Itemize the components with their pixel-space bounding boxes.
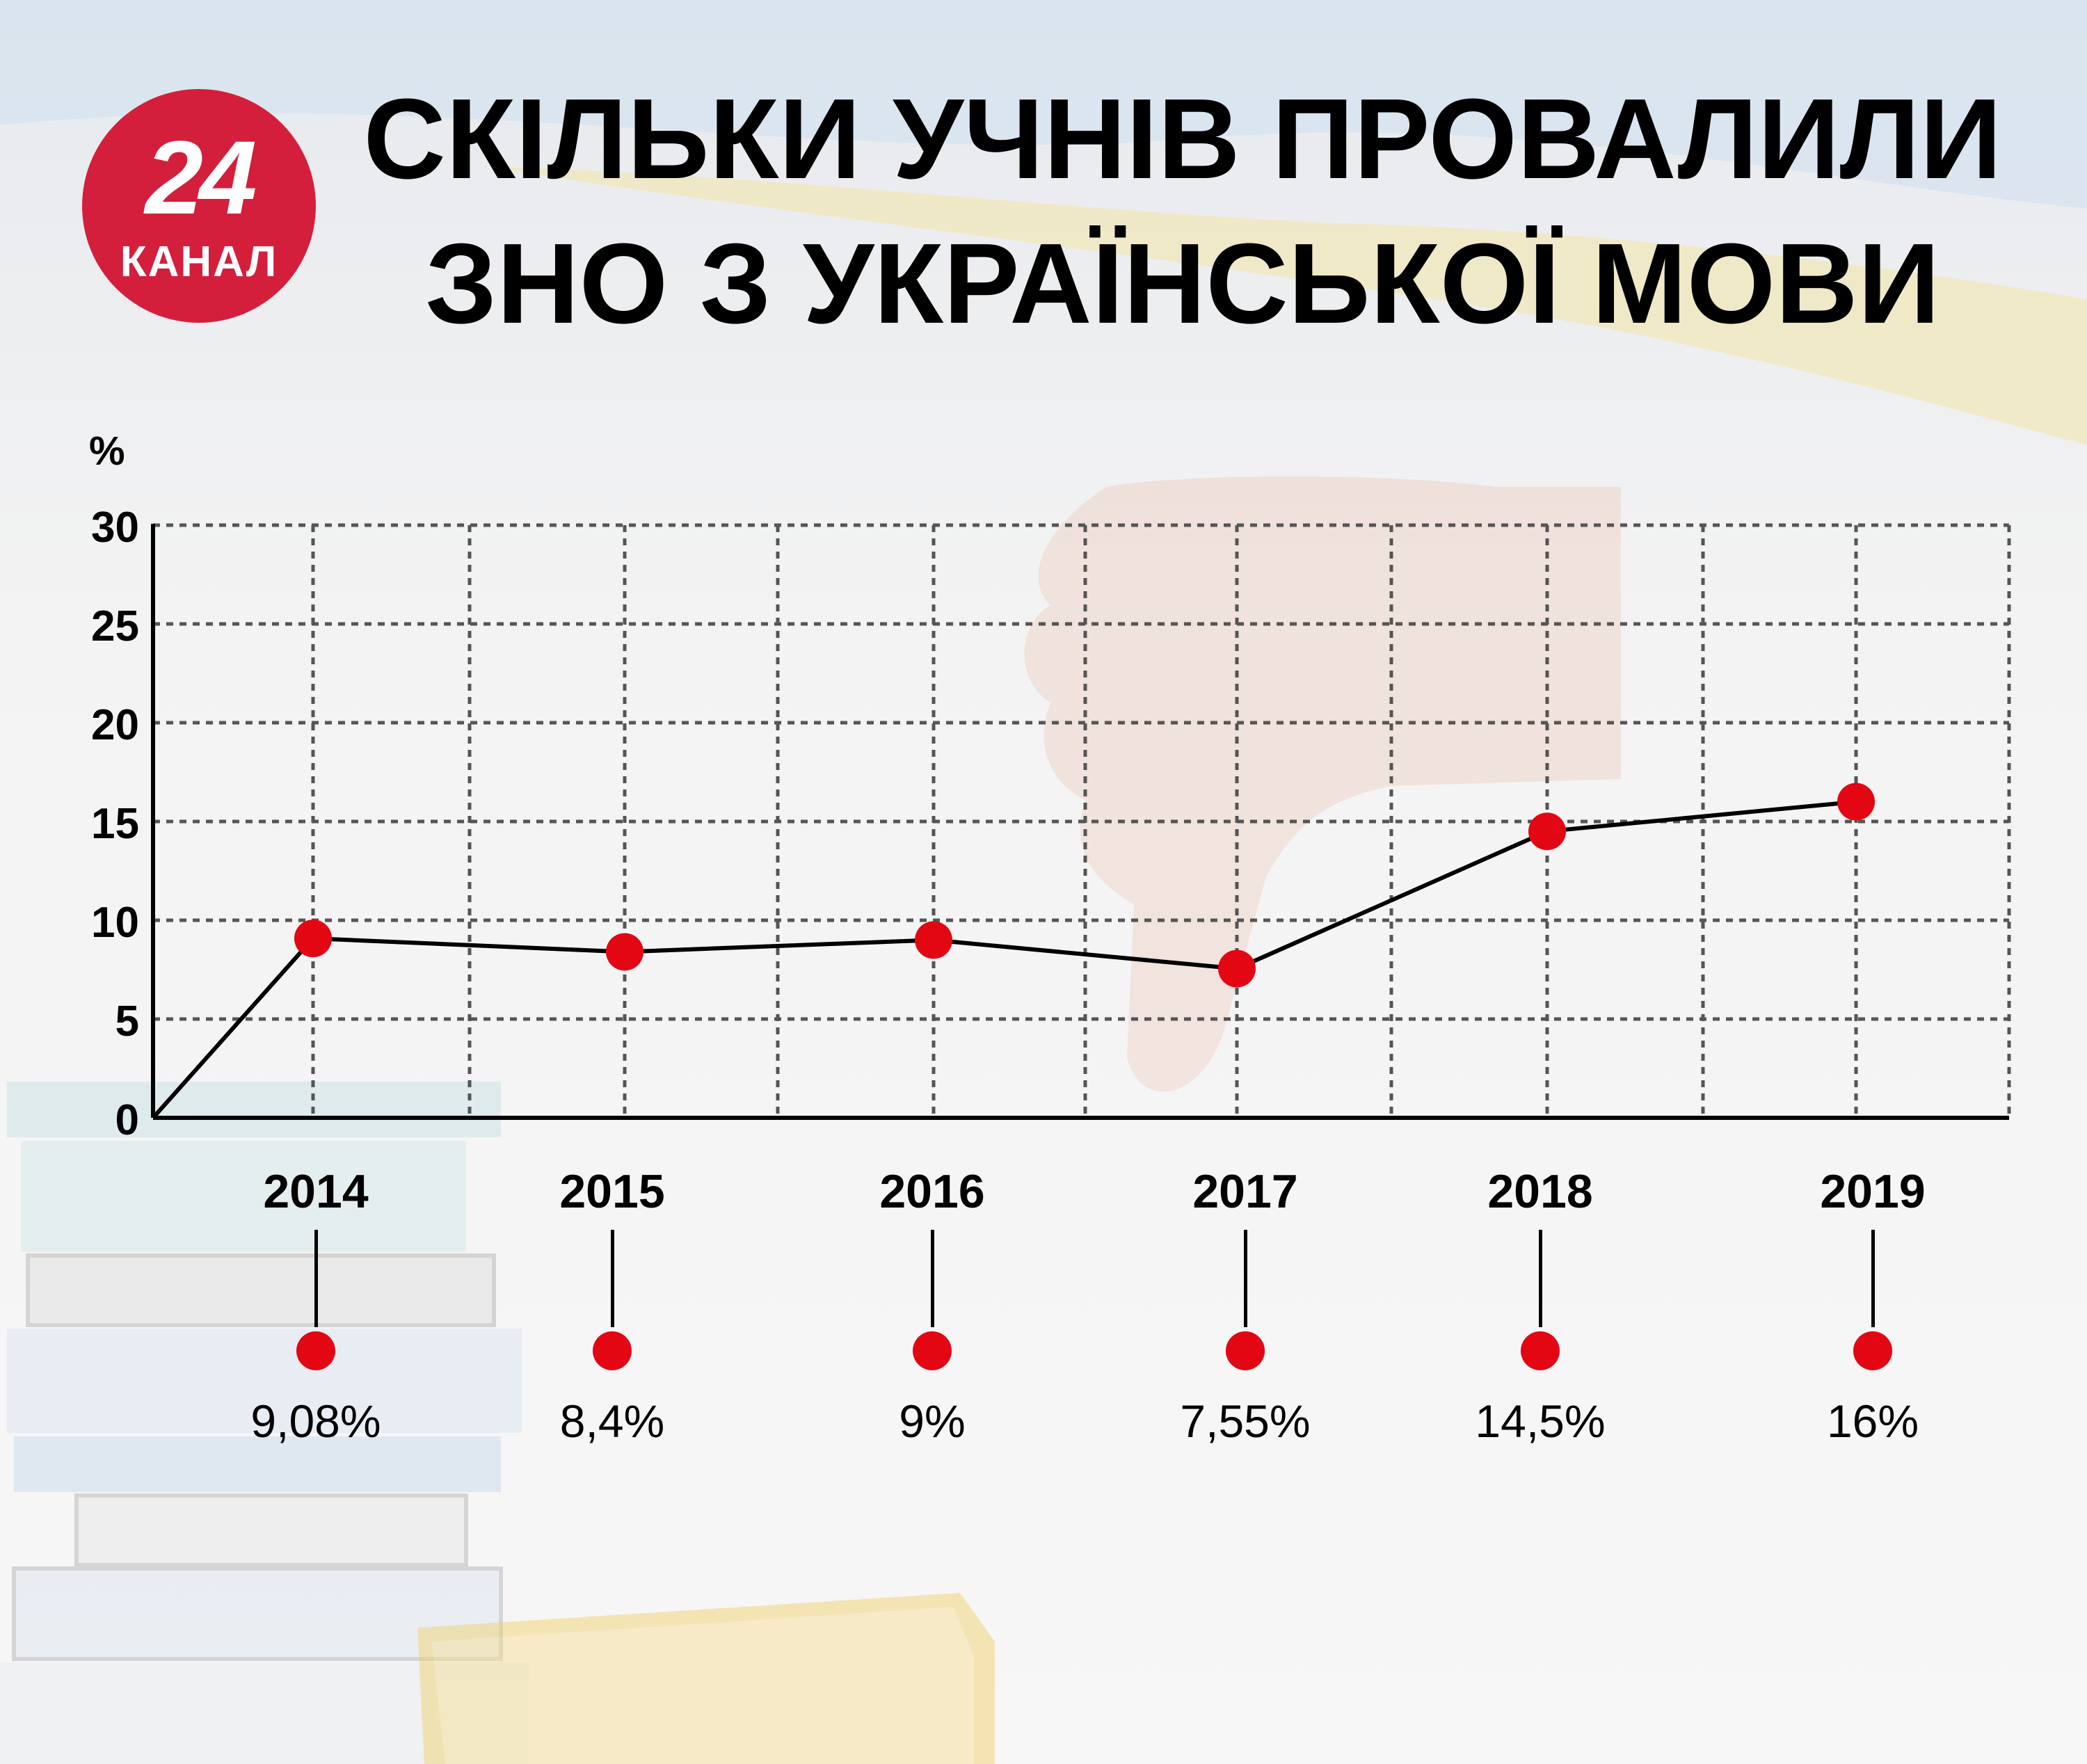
legend-stem	[314, 1230, 318, 1327]
page-title-line-1: СКІЛЬКИ УЧНІВ ПРОВАЛИЛИ	[363, 75, 2002, 202]
legend-dot	[296, 1331, 335, 1370]
data-value-label: 7,55%	[1180, 1395, 1311, 1447]
y-tick-label: 25	[91, 602, 139, 650]
legend-stem	[930, 1230, 934, 1327]
legend-dot	[593, 1331, 632, 1370]
legend-stem	[1871, 1230, 1875, 1327]
y-tick-label: 5	[115, 997, 139, 1045]
data-point-2015	[606, 933, 643, 971]
x-tick-label: 2019	[1820, 1165, 1926, 1218]
y-tick-label: 30	[91, 504, 139, 552]
flag-yellow-wave	[487, 167, 2087, 445]
legend-stem	[1538, 1230, 1542, 1327]
data-value-label: 8,4%	[559, 1395, 665, 1447]
data-point-2017	[1218, 949, 1256, 988]
y-axis-label: %	[89, 428, 125, 474]
data-point-2019	[1837, 783, 1875, 821]
data-point-2014	[294, 920, 332, 958]
data-point-2018	[1528, 812, 1566, 851]
page-title-line-2: ЗНО З УКРАЇНСЬКОЇ МОВИ	[425, 220, 1940, 347]
logo-number: 24	[145, 119, 257, 236]
data-value-label: 9%	[899, 1395, 966, 1447]
y-tick-label: 15	[91, 800, 139, 848]
x-tick-label: 2015	[559, 1165, 665, 1218]
y-tick-label: 10	[91, 899, 139, 947]
legend-dot	[1853, 1331, 1892, 1370]
x-tick-label: 2016	[879, 1165, 985, 1218]
letter-block	[417, 1593, 995, 1764]
legend-stem	[1243, 1230, 1247, 1327]
legend-dot	[1521, 1331, 1560, 1370]
data-value-label: 16%	[1826, 1395, 1919, 1447]
channel-24-logo: 24 КАНАЛ	[82, 89, 316, 323]
y-tick-label: 20	[91, 701, 139, 749]
x-tick-label: 2018	[1487, 1165, 1593, 1218]
thumbs-down-hand	[1024, 476, 1621, 1092]
book-stack	[0, 1082, 529, 1764]
data-value-label: 14,5%	[1475, 1395, 1606, 1447]
series-line	[151, 799, 1857, 1119]
legend-dot	[1226, 1331, 1265, 1370]
y-tick-label: 0	[115, 1096, 139, 1144]
flag-blue-wave	[0, 0, 2087, 209]
logo-word: КАНАЛ	[120, 238, 278, 286]
legend-stem	[610, 1230, 614, 1327]
x-tick-label: 2017	[1192, 1165, 1298, 1218]
x-tick-label: 2014	[263, 1165, 369, 1218]
data-point-2016	[915, 921, 952, 959]
data-value-label: 9,08%	[250, 1395, 381, 1447]
legend-dot	[913, 1331, 952, 1370]
